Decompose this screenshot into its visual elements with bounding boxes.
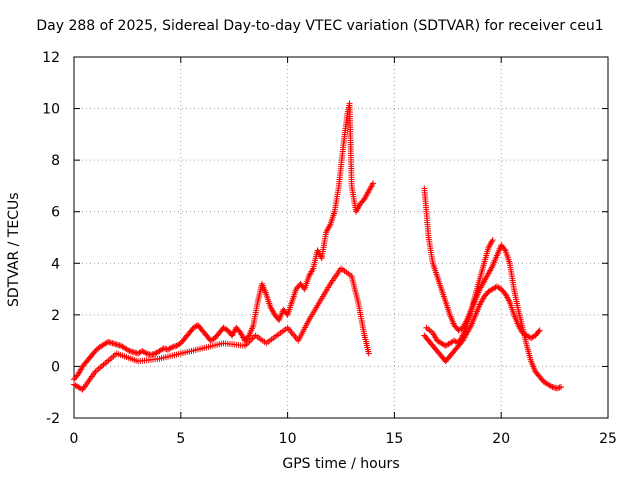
x-tick-label: 15 bbox=[385, 431, 403, 447]
x-tick-label: 5 bbox=[176, 431, 185, 447]
x-tick-label: 10 bbox=[279, 431, 297, 447]
data-point bbox=[125, 347, 132, 354]
y-tick-label: 0 bbox=[51, 359, 60, 375]
plot-frame bbox=[73, 56, 609, 419]
data-point bbox=[489, 237, 496, 244]
data-point bbox=[536, 327, 543, 334]
x-tick-label: 0 bbox=[70, 431, 79, 447]
y-tick-label: 6 bbox=[51, 205, 60, 221]
x-tick-label: 25 bbox=[599, 431, 617, 447]
x-axis-label: GPS time / hours bbox=[282, 456, 400, 472]
y-tick-label: 8 bbox=[51, 153, 60, 169]
data-point bbox=[167, 344, 174, 351]
data-series bbox=[71, 100, 565, 393]
data-point bbox=[78, 385, 85, 392]
y-tick-label: 2 bbox=[51, 308, 60, 324]
data-point bbox=[535, 328, 542, 335]
y-tick-label: 10 bbox=[42, 102, 60, 118]
data-point bbox=[548, 383, 555, 390]
data-point bbox=[142, 349, 149, 356]
x-tick-label: 20 bbox=[492, 431, 510, 447]
y-tick-label: 12 bbox=[42, 50, 60, 66]
y-tick-label: -2 bbox=[46, 411, 60, 427]
data-point bbox=[243, 341, 250, 348]
data-point bbox=[501, 246, 508, 253]
data-point bbox=[92, 347, 99, 354]
chart-title: Day 288 of 2025, Sidereal Day-to-day VTE… bbox=[36, 18, 604, 34]
data-point bbox=[558, 384, 565, 391]
data-point bbox=[245, 333, 252, 340]
data-point bbox=[93, 346, 100, 353]
y-tick-label: 4 bbox=[51, 256, 60, 272]
data-point bbox=[370, 180, 377, 187]
data-point bbox=[365, 350, 372, 357]
